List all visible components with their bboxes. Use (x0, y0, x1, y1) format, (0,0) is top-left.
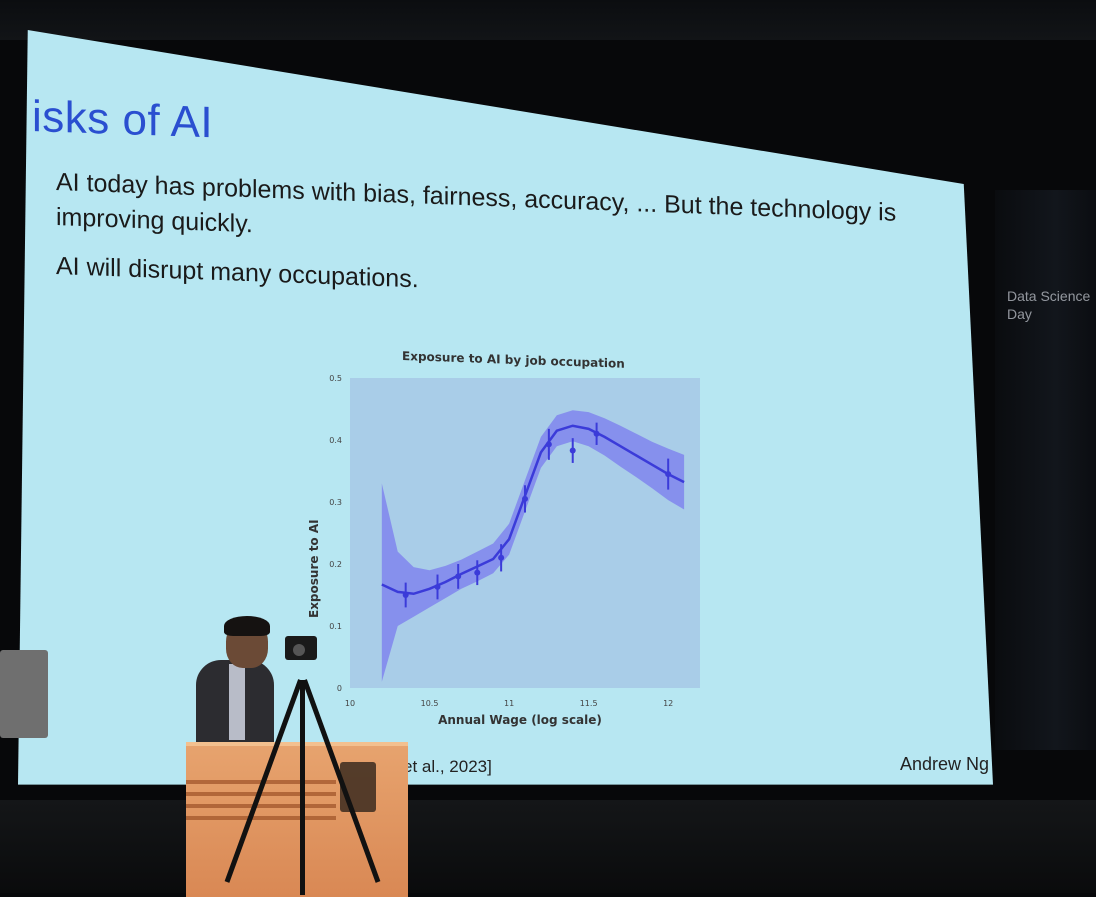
data-point (474, 569, 481, 576)
side-sign-line2: Day (1007, 306, 1032, 322)
x-tick-label: 11.5 (580, 699, 598, 708)
lectern-stripe (186, 816, 336, 820)
side-banner: Data Science Day (995, 190, 1096, 750)
data-point (545, 441, 552, 448)
slide-title: isks of AI (32, 92, 214, 148)
data-point (498, 554, 505, 561)
x-tick-label: 10.5 (421, 699, 439, 708)
citation: et al., 2023] (403, 757, 492, 776)
ceiling (0, 0, 1096, 40)
y-tick-label: 0.2 (329, 560, 342, 569)
bullet-2: AI will disrupt many occupations. (56, 252, 419, 294)
speaker-hair (224, 616, 270, 636)
chart-svg: 10 10.5 11 11.5 12 0 0.1 0.2 0.3 0.4 0.5 Exposure … (307, 374, 700, 727)
data-point (402, 592, 409, 598)
data-point (455, 573, 462, 580)
author-credit: Andrew Ng (900, 754, 990, 774)
y-tick-label: 0.4 (329, 436, 342, 445)
y-tick-label: 0.5 (329, 374, 342, 383)
tripod-leg (300, 680, 305, 895)
confidence-band (381, 410, 685, 682)
stage-floor (0, 800, 1096, 893)
data-point (522, 495, 528, 502)
data-point (569, 447, 576, 454)
data-point (665, 471, 672, 478)
y-tick-label: 0 (337, 684, 342, 693)
lectern-stripe (186, 804, 336, 808)
y-axis-label: Exposure to AI (307, 519, 321, 618)
y-tick-label: 0.1 (329, 622, 342, 631)
stage-monitor (0, 650, 48, 738)
x-axis-label: Annual Wage (log scale) (438, 713, 602, 727)
data-point (593, 430, 600, 437)
chart: 10 10.5 11 11.5 12 0 0.1 0.2 0.3 0.4 0.5 Exposure … (280, 368, 700, 728)
speaker-shirt (229, 664, 245, 740)
mean-line (381, 424, 685, 596)
slide: isks of AI AI today has problems with bi… (18, 30, 993, 785)
camera-lens (293, 644, 305, 656)
projection-screen: isks of AI AI today has problems with bi… (18, 30, 993, 785)
data-point (434, 583, 441, 590)
x-tick-label: 11 (504, 699, 514, 708)
y-tick-label: 0.3 (329, 498, 342, 507)
x-tick-label: 12 (663, 699, 673, 708)
side-sign-line1: Data Science (1007, 288, 1091, 304)
plot-area (350, 378, 700, 688)
x-tick-label: 10 (345, 699, 355, 708)
bullet-1-continued: improving quickly. (56, 203, 253, 239)
